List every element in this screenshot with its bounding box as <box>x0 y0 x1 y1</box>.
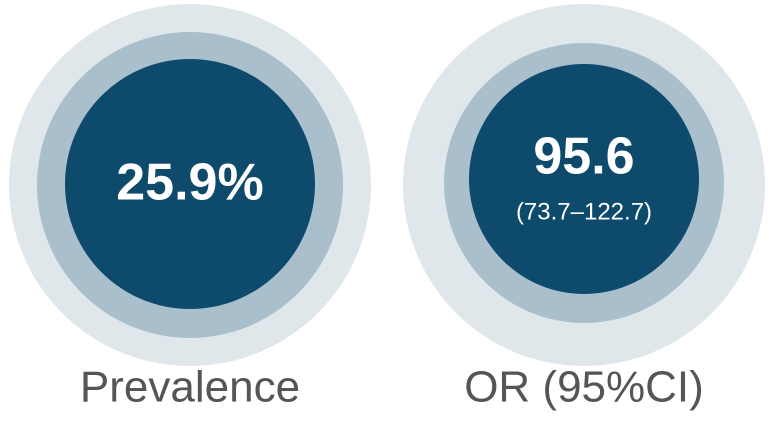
label: Prevalence <box>80 363 300 412</box>
interval: (73.7–122.7) <box>516 198 652 225</box>
inner-circle <box>469 64 699 294</box>
inner-circle <box>65 59 315 309</box>
label: OR (95%CI) <box>464 363 704 412</box>
prevalence-badge: 25.9% <box>9 4 371 366</box>
value: 25.9% <box>116 154 263 212</box>
odds-ratio-badge: 95.6 (73.7–122.7) <box>403 4 765 366</box>
value: 95.6 <box>533 128 634 186</box>
